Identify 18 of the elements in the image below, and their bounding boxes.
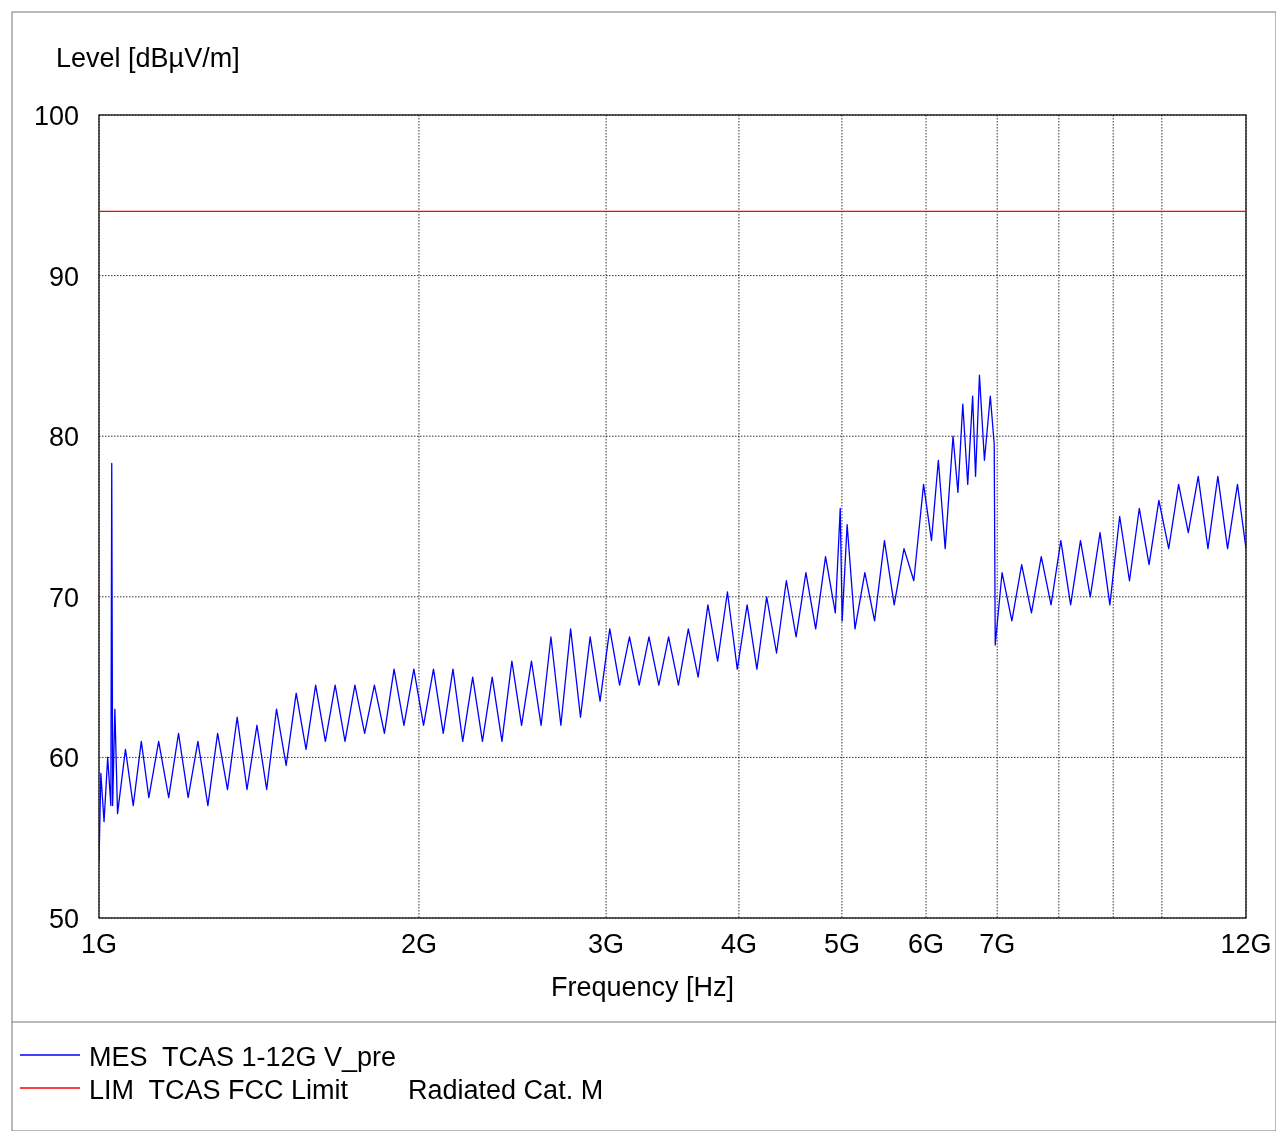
x-tick-label: 5G: [823, 929, 860, 959]
x-tick-label: 6G: [908, 929, 945, 959]
y-tick-label: 70: [48, 582, 79, 613]
y-tick-label: 80: [48, 422, 79, 453]
y-tick-label: 90: [48, 261, 79, 292]
x-tick-label: 12G: [1220, 929, 1272, 959]
x-tick-label: 3G: [588, 929, 625, 959]
x-tick-label: 4G: [720, 929, 757, 959]
legend-label: LIM TCAS FCC Limit Radiated Cat. M: [89, 1075, 604, 1105]
x-tick-label: 7G: [979, 929, 1016, 959]
x-axis-title: Frequency [Hz]: [550, 972, 735, 1002]
legend-label: MES TCAS 1-12G V_pre: [89, 1042, 397, 1072]
x-tick-label: 1G: [80, 929, 118, 959]
y-tick-label: 100: [33, 101, 79, 131]
y-tick-label: 60: [48, 743, 79, 774]
x-tick-label: 2G: [400, 929, 437, 959]
y-axis-title: Level [dBµV/m]: [56, 43, 240, 73]
y-tick-label: 50: [48, 904, 79, 934]
